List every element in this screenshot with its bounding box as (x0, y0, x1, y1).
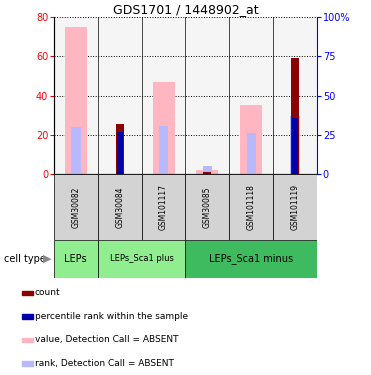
Bar (116, 124, 124, 174)
Bar (186, 240, 317, 278)
Bar (197, 170, 219, 174)
Bar (22, 291, 33, 296)
Bar (273, 174, 317, 240)
Text: count: count (35, 288, 60, 297)
Bar (54, 174, 98, 240)
Title: GDS1701 / 1448902_at: GDS1701 / 1448902_at (113, 3, 258, 16)
Bar (22, 338, 33, 342)
Text: GSM30085: GSM30085 (203, 186, 212, 228)
Text: percentile rank within the sample: percentile rank within the sample (35, 312, 188, 321)
Bar (240, 105, 262, 174)
Bar (71, 127, 81, 174)
Text: GSM30084: GSM30084 (115, 186, 124, 228)
Text: GSM30082: GSM30082 (71, 186, 80, 228)
Bar (65, 27, 87, 174)
Bar (203, 166, 212, 174)
Text: LEPs_Sca1 plus: LEPs_Sca1 plus (110, 254, 174, 263)
Bar (186, 174, 229, 240)
Text: GSM101117: GSM101117 (159, 184, 168, 230)
Text: GSM101118: GSM101118 (247, 184, 256, 230)
Bar (229, 174, 273, 240)
Bar (291, 58, 299, 174)
Bar (152, 82, 174, 174)
Bar (246, 134, 256, 174)
Bar (159, 126, 168, 174)
Text: LEPs: LEPs (65, 254, 87, 264)
Bar (22, 314, 33, 319)
Text: rank, Detection Call = ABSENT: rank, Detection Call = ABSENT (35, 359, 173, 368)
Bar (292, 118, 298, 174)
Text: LEPs_Sca1 minus: LEPs_Sca1 minus (209, 253, 293, 264)
Bar (22, 361, 33, 366)
Bar (54, 240, 98, 278)
Bar (290, 116, 300, 174)
Text: GSM101119: GSM101119 (291, 184, 300, 230)
Text: cell type: cell type (4, 254, 46, 264)
Text: value, Detection Call = ABSENT: value, Detection Call = ABSENT (35, 335, 178, 344)
Bar (142, 174, 186, 240)
Text: ▶: ▶ (43, 254, 52, 264)
Bar (98, 174, 142, 240)
Bar (98, 240, 186, 278)
Bar (204, 172, 211, 174)
Bar (116, 132, 123, 174)
